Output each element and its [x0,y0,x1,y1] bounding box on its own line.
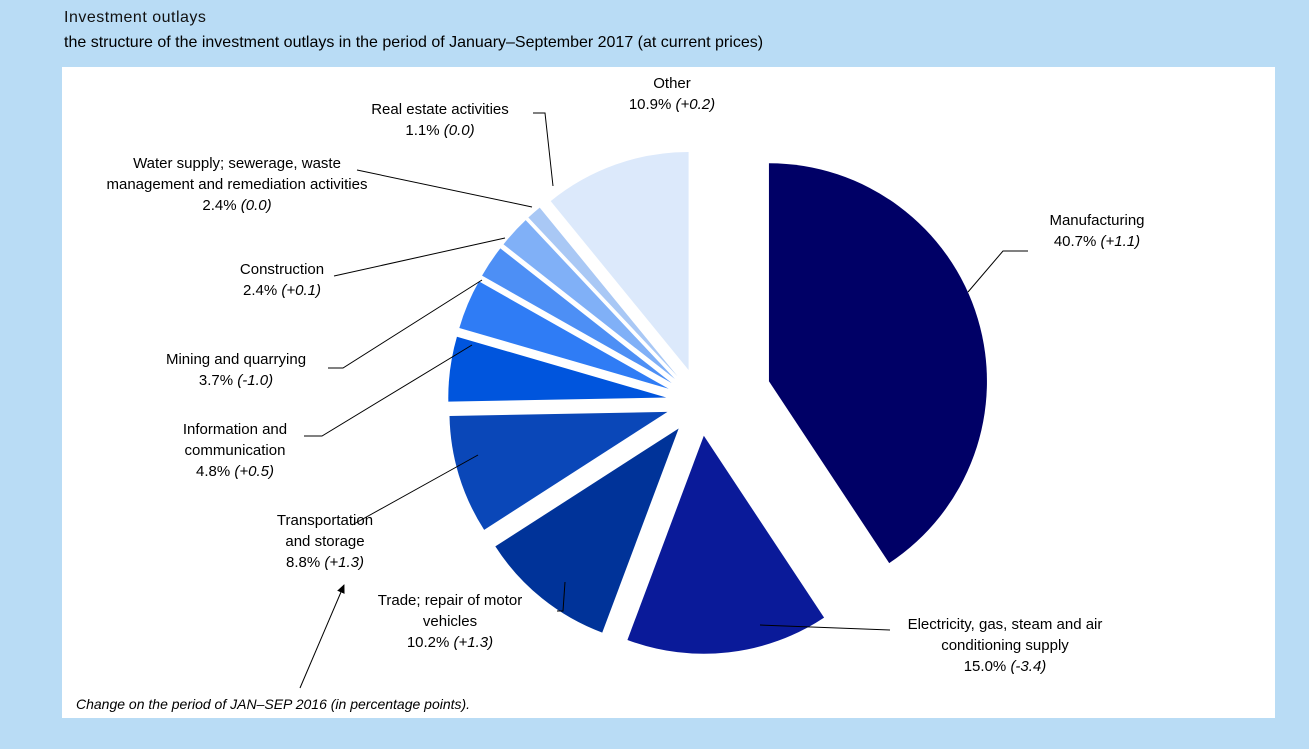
pie-slice [627,435,825,654]
category-label: Mining and quarrying [165,351,307,368]
category-label: Information and communication [182,421,288,459]
value-line: 8.8% (+1.3) [265,552,385,573]
data-label: Transportation and storage 8.8% (+1.3) [265,510,385,573]
category-label: Manufacturing [1049,212,1145,229]
value-line: 3.7% (-1.0) [126,370,346,391]
value-line: 2.4% (+0.1) [207,280,357,301]
data-label: Manufacturing 40.7% (+1.1) [997,210,1197,252]
pie-slice [528,207,678,377]
change-label: (-3.4) [1010,658,1047,675]
data-label: Electricity, gas, steam and air conditio… [880,614,1130,677]
change-label: (0.0) [443,122,475,139]
leader-line [533,112,554,187]
value-label: 2.4% [202,197,237,214]
value-line: 1.1% (0.0) [340,120,540,141]
data-label: Mining and quarrying 3.7% (-1.0) [126,349,346,391]
value-line: 40.7% (+1.1) [997,231,1197,252]
chart-title: Investment outlays [64,9,207,26]
value-line: 15.0% (-3.4) [880,656,1130,677]
value-label: 10.2% [406,634,450,651]
data-label: Construction 2.4% (+0.1) [207,259,357,301]
pie-slice [495,428,679,633]
pie-slice [550,151,689,370]
category-label: Transportation and storage [276,512,374,550]
data-label: Trade; repair of motor vehicles 10.2% (+1… [355,590,545,653]
category-label: Real estate activities [371,101,509,118]
category-label: Construction [239,261,325,278]
leader-line [967,250,1028,293]
annotation-arrow [299,584,345,689]
chart-subtitle: the structure of the investment outlays … [64,34,764,51]
category-label: Trade; repair of motor vehicles [377,592,523,630]
change-label: (-1.0) [237,372,274,389]
value-label: 2.4% [243,282,278,299]
value-label: 15.0% [963,658,1007,675]
value-label: 40.7% [1053,233,1097,250]
leader-line [351,454,479,526]
leader-line [333,237,506,277]
change-label: (+0.2) [675,96,716,113]
value-line: 10.9% (+0.2) [572,94,772,115]
category-label: Electricity, gas, steam and air conditio… [907,616,1103,654]
value-line: 2.4% (0.0) [100,195,375,216]
value-label: 4.8% [196,463,231,480]
annotation: Change on the period of JAN–SEP 2016 (in… [76,696,471,712]
pie-slice [482,248,672,384]
change-label: (+1.3) [453,634,494,651]
category-label: Other [653,75,691,92]
pie-slice [448,336,667,402]
leader-line [356,169,533,208]
value-label: 10.9% [628,96,672,113]
change-label: (+0.5) [234,463,274,480]
leader-line [304,344,473,437]
leader-line [557,581,566,612]
leader-line [328,279,483,369]
pie-slice [459,281,669,389]
data-label: Water supply; sewerage, waste management… [100,153,375,216]
change-label: (0.0) [240,197,272,214]
change-label: (+0.1) [281,282,321,299]
data-label: Real estate activities 1.1% (0.0) [340,99,540,141]
change-label: (+1.1) [1100,233,1141,250]
value-label: 1.1% [405,122,440,139]
pie-slice [449,411,668,530]
data-label: Other 10.9% (+0.2) [572,73,772,115]
leader-line [759,624,891,631]
data-label: Information and communication 4.8% (+0.5) [155,419,315,482]
pie-slice [503,220,675,380]
pie-slice [768,163,987,564]
value-label: 8.8% [286,554,321,571]
category-label: Water supply; sewerage, waste management… [106,155,368,193]
value-line: 4.8% (+0.5) [155,461,315,482]
value-line: 10.2% (+1.3) [355,632,545,653]
value-label: 3.7% [198,372,234,389]
change-label: (+1.3) [324,554,364,571]
